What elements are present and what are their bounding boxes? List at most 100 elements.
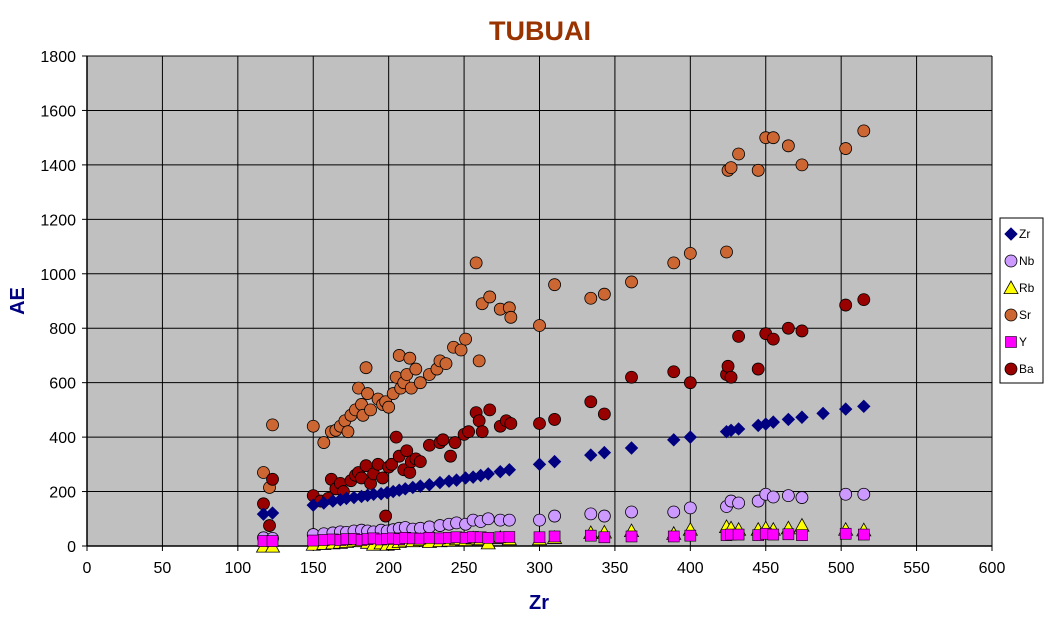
data-point-ba [533, 417, 546, 430]
data-point-y [584, 529, 597, 542]
data-point-ba [263, 519, 276, 532]
data-point-ba [584, 395, 598, 409]
x-tick-label: 300 [526, 560, 553, 577]
data-point-zr [597, 445, 612, 460]
data-point-ba [403, 466, 417, 479]
y-tick-label: 1600 [40, 103, 76, 120]
data-point-y [667, 530, 680, 543]
data-point-y [857, 528, 870, 541]
legend-label-ba: Ba [1019, 362, 1034, 376]
legend-label-nb: Nb [1019, 254, 1035, 268]
data-point-sr [766, 131, 780, 145]
data-point-y [307, 534, 320, 547]
data-point-nb [766, 490, 780, 504]
data-point-sr [533, 319, 546, 332]
legend-marker-ba [1004, 362, 1018, 376]
data-point-zr [481, 467, 495, 481]
y-tick-label: 600 [49, 376, 76, 393]
data-point-ba [839, 298, 853, 312]
data-point-zr [532, 457, 547, 472]
data-point-zr [667, 433, 681, 447]
gridlines [86, 55, 993, 547]
data-point-nb [795, 491, 809, 504]
data-point-nb [481, 512, 495, 526]
data-point-ba [379, 509, 393, 523]
data-point-y [423, 532, 436, 544]
data-point-ba [385, 457, 399, 471]
data-point-sr [364, 403, 377, 417]
data-point-sr [317, 436, 331, 449]
legend-box [999, 217, 1044, 384]
legend-label-zr: Zr [1019, 227, 1030, 241]
data-point-y [266, 535, 279, 547]
data-point-sr [459, 332, 472, 346]
data-point-sr [667, 256, 681, 270]
data-point-y [598, 531, 611, 544]
data-point-nb [422, 520, 436, 534]
data-point-sr [413, 376, 427, 390]
data-point-ba [371, 457, 385, 471]
x-tick-label: 500 [828, 560, 855, 577]
data-point-sr [683, 246, 697, 260]
data-point-sr [597, 287, 611, 301]
data-point-zr [838, 402, 853, 416]
data-point-sr [382, 400, 396, 414]
data-point-sr [257, 466, 270, 479]
data-point-ba [444, 449, 457, 463]
data-point-sr [306, 419, 320, 433]
chart-title: TUBUAI [489, 16, 591, 46]
legend-item-y: Y [1005, 335, 1027, 349]
legend-item-rb: Rb [1003, 280, 1035, 295]
data-point-zr [422, 478, 437, 492]
data-point-y [533, 531, 546, 544]
data-point-ba [462, 425, 476, 439]
data-point-y [767, 528, 780, 541]
data-point-zr [547, 454, 562, 469]
y-tick-label: 400 [49, 430, 76, 447]
data-point-ba [857, 293, 871, 307]
series-zr [256, 399, 871, 521]
x-tick-label: 200 [375, 560, 402, 577]
y-tick-label: 200 [49, 485, 76, 502]
data-point-nb [781, 489, 795, 503]
data-point-y [684, 529, 697, 542]
data-point-ba [751, 362, 765, 376]
data-point-sr [795, 158, 809, 172]
data-point-nb [683, 501, 697, 515]
series-y [257, 527, 870, 547]
data-point-zr [816, 406, 830, 421]
data-point-ba [413, 455, 427, 469]
x-tick-label: 100 [224, 560, 251, 577]
data-point-ba [400, 444, 414, 458]
legend-marker-sr [1004, 308, 1018, 322]
data-point-ba [781, 321, 795, 335]
data-point-sr [857, 124, 871, 138]
data-point-nb [548, 509, 561, 523]
data-point-ba [422, 438, 436, 452]
legend-item-zr: Zr [1004, 227, 1030, 241]
data-points [255, 124, 872, 553]
data-point-sr [409, 362, 423, 376]
x-axis-title: Zr [529, 592, 549, 613]
data-point-ba [266, 472, 279, 486]
y-tick-label: 1800 [40, 49, 76, 66]
data-point-ba [625, 370, 638, 384]
data-point-ba [472, 414, 486, 428]
data-point-y [732, 528, 745, 541]
legend-label-y: Y [1019, 335, 1027, 349]
legend-label-rb: Rb [1019, 281, 1035, 295]
x-tick-label: 400 [677, 560, 704, 577]
data-point-sr [781, 139, 795, 153]
legend-marker-y [1005, 336, 1017, 348]
data-point-sr [839, 142, 853, 155]
data-point-zr [584, 448, 598, 462]
data-point-nb [597, 509, 611, 523]
legend-label-sr: Sr [1019, 308, 1031, 322]
data-point-ba [436, 433, 450, 447]
legend-item-sr: Sr [1004, 308, 1031, 322]
series-ba [257, 293, 871, 532]
legend-item-nb: Nb [1004, 254, 1035, 268]
legend-marker-nb [1004, 254, 1018, 268]
data-point-sr [392, 349, 406, 362]
data-point-ba [766, 332, 780, 346]
